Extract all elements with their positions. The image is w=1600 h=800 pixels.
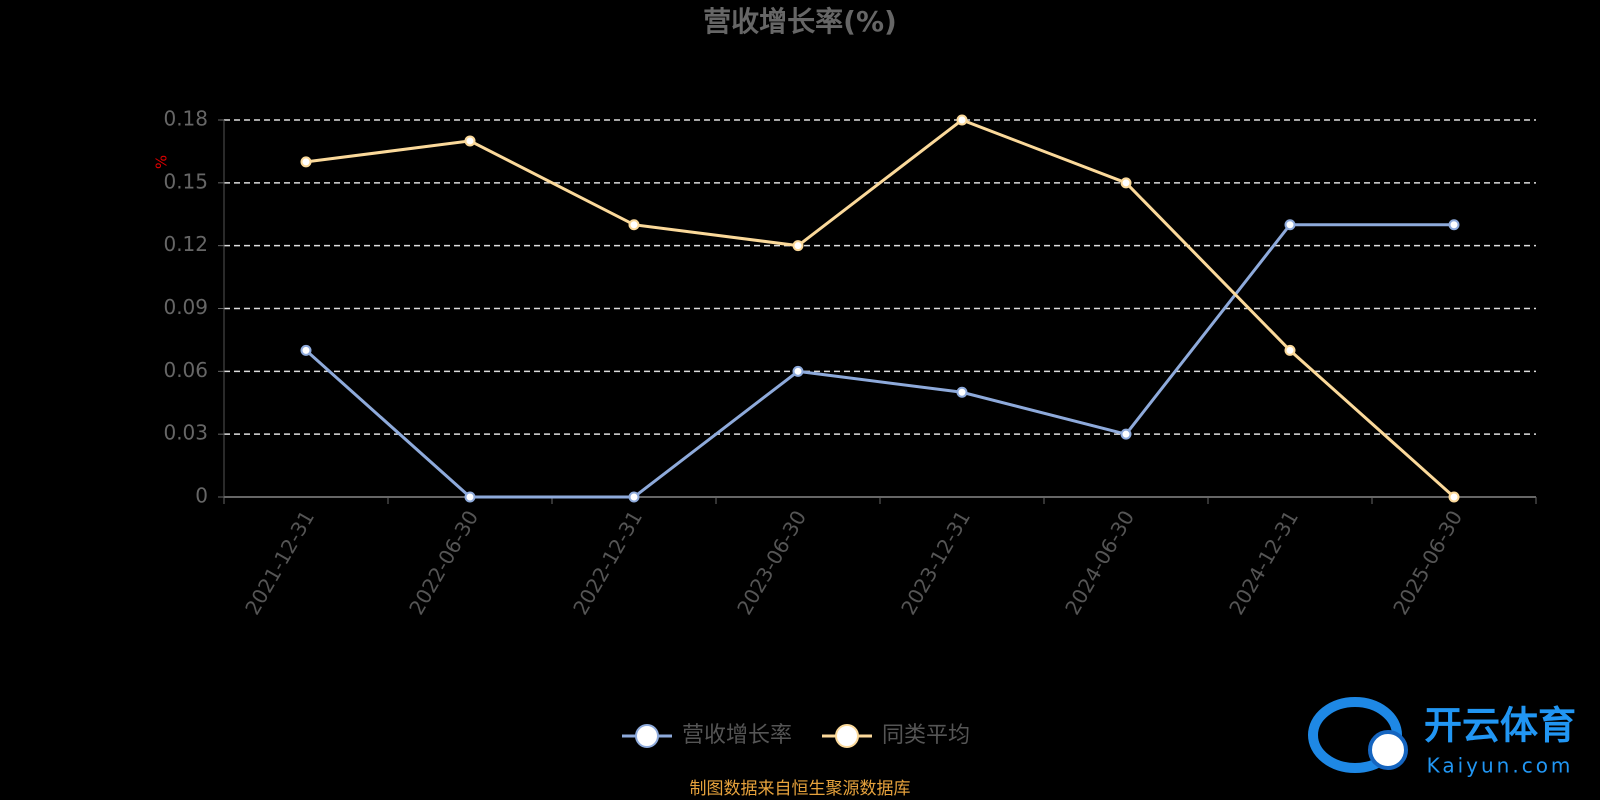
x-tick-label: 2022-06-30	[404, 506, 483, 619]
x-tick-label: 2023-12-31	[896, 506, 975, 619]
y-tick-label: 0.03	[163, 421, 208, 445]
chart-title: 营收增长率(%)	[703, 5, 897, 38]
watermark-site: Kaiyun.com	[1427, 754, 1574, 778]
point	[1120, 177, 1132, 189]
point	[300, 156, 312, 168]
series-line	[305, 118, 1455, 499]
point	[792, 365, 804, 377]
source-note: 制图数据来自恒生聚源数据库	[690, 779, 911, 799]
watermark-ball	[1368, 730, 1408, 770]
series-line	[305, 223, 1454, 499]
point	[300, 344, 312, 356]
point	[464, 135, 476, 147]
point	[1120, 428, 1132, 440]
point	[956, 114, 968, 126]
x-tick-label: 2023-06-30	[732, 506, 811, 619]
y-tick-label: 0	[195, 484, 208, 508]
y-axis-label: %	[153, 155, 171, 169]
point	[628, 219, 640, 231]
point	[1284, 344, 1296, 356]
point	[792, 240, 804, 252]
watermark: 开云体育 Kaiyun.com	[1308, 697, 1576, 778]
x-tick-label: 2022-12-31	[568, 506, 647, 619]
y-tick-label: 0.06	[163, 358, 208, 382]
y-tick-label: 0.18	[163, 107, 208, 131]
legend-marker	[635, 724, 659, 748]
point	[464, 491, 476, 503]
x-tick-label: 2021-12-31	[240, 506, 319, 619]
y-tick-label: 0.09	[163, 295, 208, 319]
watermark-brand: 开云体育	[1424, 704, 1576, 748]
x-tick-label: 2025-06-30	[1388, 506, 1467, 619]
legend-label: 营收增长率	[682, 723, 792, 748]
x-tick-label: 2024-06-30	[1060, 506, 1139, 619]
point	[956, 386, 968, 398]
y-tick-label: 0.15	[163, 169, 208, 193]
point	[1284, 219, 1296, 231]
point	[1448, 491, 1460, 503]
y-tick-label: 0.12	[163, 232, 208, 256]
legend-marker	[835, 724, 859, 748]
point	[628, 491, 640, 503]
x-tick-label: 2024-12-31	[1224, 506, 1303, 619]
point	[1448, 219, 1460, 231]
legend-label: 同类平均	[882, 723, 970, 748]
